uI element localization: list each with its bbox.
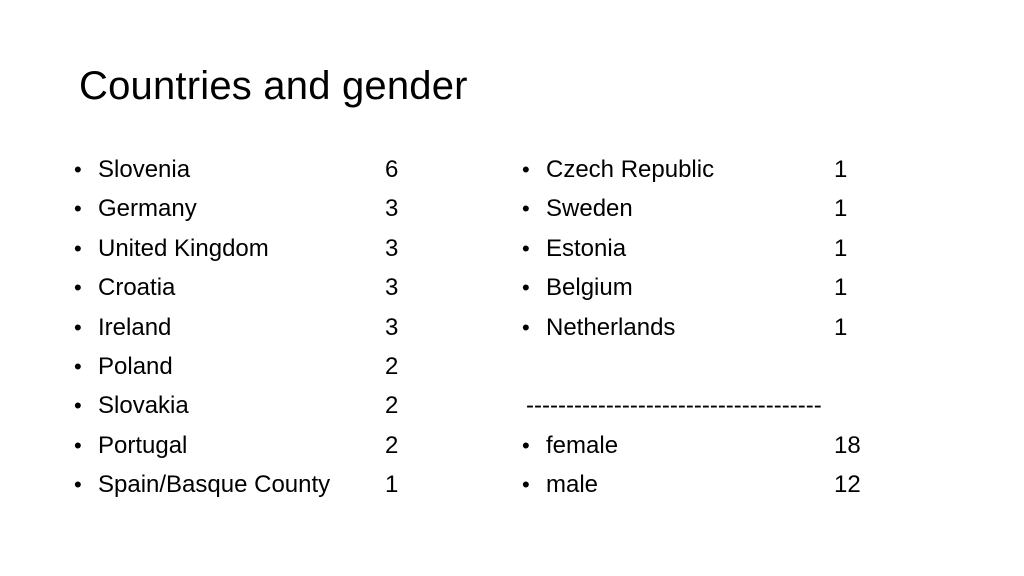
bullet-icon: • bbox=[522, 157, 530, 182]
list-item: • male 12 bbox=[522, 465, 902, 504]
country-label: Germany bbox=[98, 195, 197, 223]
country-count: 1 bbox=[834, 274, 848, 302]
country-count: 2 bbox=[385, 392, 399, 420]
country-label: Estonia bbox=[546, 234, 627, 262]
bullet-icon: • bbox=[74, 314, 82, 340]
bullet-icon: • bbox=[522, 432, 530, 458]
gender-count: 18 bbox=[834, 431, 861, 459]
country-label: Netherlands bbox=[546, 313, 676, 341]
country-count: 3 bbox=[385, 234, 399, 262]
country-label: Czech Republic bbox=[546, 156, 715, 183]
bullet-icon: • bbox=[522, 472, 530, 498]
bullet-icon: • bbox=[522, 235, 530, 261]
country-label: Belgium bbox=[546, 274, 633, 302]
bullet-icon: • bbox=[74, 235, 82, 261]
list-item: • Sweden 1 bbox=[522, 189, 902, 228]
list-item: • Poland 2 bbox=[74, 347, 434, 386]
separator-line: ------------------------------------- bbox=[526, 392, 822, 420]
right-country-gender-list: • Czech Republic 1 • Sweden 1 • Estonia … bbox=[522, 150, 902, 505]
gender-label: female bbox=[546, 431, 619, 459]
list-item: • Spain/Basque County 1 bbox=[74, 465, 434, 504]
bullet-icon: • bbox=[74, 157, 82, 182]
blank-line bbox=[522, 347, 902, 386]
country-count: 1 bbox=[385, 471, 399, 499]
list-item: • Slovenia 6 bbox=[74, 150, 434, 189]
bullet-icon: • bbox=[74, 275, 82, 301]
bullet-icon: • bbox=[522, 196, 530, 222]
country-label: United Kingdom bbox=[98, 234, 269, 262]
bullet-icon: • bbox=[522, 275, 530, 301]
bullet-icon: • bbox=[74, 196, 82, 222]
left-country-list: • Slovenia 6 • Germany 3 • United Kingdo… bbox=[74, 150, 434, 505]
country-label: Portugal bbox=[98, 431, 188, 459]
bullet-icon: • bbox=[522, 314, 530, 340]
slide-title: Countries and gender bbox=[79, 64, 468, 108]
list-item: • Croatia 3 bbox=[74, 268, 434, 307]
list-item: • Germany 3 bbox=[74, 189, 434, 228]
bullet-icon: • bbox=[74, 393, 82, 419]
country-count: 3 bbox=[385, 274, 399, 302]
country-label: Spain/Basque County bbox=[98, 471, 331, 499]
country-label: Poland bbox=[98, 352, 173, 380]
country-label: Sweden bbox=[546, 195, 633, 223]
list-item: • Ireland 3 bbox=[74, 308, 434, 347]
gender-count: 12 bbox=[834, 471, 861, 499]
country-count: 3 bbox=[385, 313, 399, 341]
list-item: • Czech Republic 1 bbox=[522, 150, 902, 189]
country-count: 2 bbox=[385, 352, 399, 380]
country-label: Ireland bbox=[98, 313, 172, 341]
country-count: 2 bbox=[385, 431, 399, 459]
country-count: 6 bbox=[385, 156, 399, 183]
bullet-icon: • bbox=[74, 472, 82, 498]
list-item: • female 18 bbox=[522, 426, 902, 465]
list-item: • Netherlands 1 bbox=[522, 308, 902, 347]
country-count: 1 bbox=[834, 313, 848, 341]
country-label: Croatia bbox=[98, 274, 176, 302]
bullet-icon: • bbox=[74, 432, 82, 458]
list-item: • United Kingdom 3 bbox=[74, 229, 434, 268]
country-count: 3 bbox=[385, 195, 399, 223]
country-label: Slovakia bbox=[98, 392, 189, 420]
list-item: • Portugal 2 bbox=[74, 426, 434, 465]
list-item: • Slovakia 2 bbox=[74, 386, 434, 425]
country-count: 1 bbox=[834, 234, 848, 262]
country-count: 1 bbox=[834, 156, 848, 183]
country-count: 1 bbox=[834, 195, 848, 223]
list-item: • Belgium 1 bbox=[522, 268, 902, 307]
gender-label: male bbox=[546, 471, 599, 499]
country-label: Slovenia bbox=[98, 156, 191, 183]
list-item: • Estonia 1 bbox=[522, 229, 902, 268]
bullet-icon: • bbox=[74, 353, 82, 379]
